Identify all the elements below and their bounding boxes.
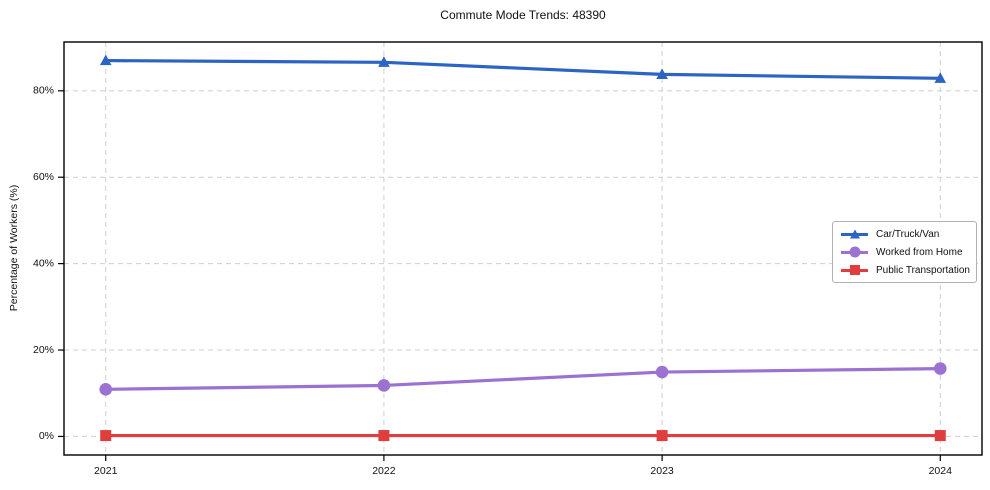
plot-border [63,41,983,456]
data-point [99,54,112,66]
legend-line-sample [841,246,868,258]
legend-label: Worked from Home [876,246,963,258]
series-worked-from-home [99,362,947,396]
legend-item-public-transportation: Public Transportation [841,263,970,277]
data-point [378,430,390,442]
data-point [933,362,947,375]
data-point [934,72,947,83]
data-point [655,365,669,379]
data-point [377,379,391,392]
chart-title: Commute Mode Trends: 48390 [440,8,606,22]
triangle-marker-icon [849,229,860,239]
legend-label: Car/Truck/Van [876,228,940,240]
data-point [100,430,112,442]
x-tick-label: 2021 [94,465,118,477]
x-tick-label: 2023 [650,465,674,477]
y-tick-label: 60% [33,171,54,183]
y-tick-label: 0% [39,430,54,442]
legend: Car/Truck/Van Worked from Home Public Tr… [832,221,977,283]
y-tick-label: 80% [33,85,54,97]
series-car-truck-van [99,54,947,83]
y-tick-label: 20% [33,344,54,356]
axis-ticks: 0% 20% 40% 60% 80% 2021 2022 2023 2024 [33,85,952,477]
legend-item-worked-from-home: Worked from Home [841,245,968,259]
legend-label: Public Transportation [876,264,970,276]
data-point [378,56,390,67]
data-point [656,430,668,442]
legend-item-car-truck-van: Car/Truck/Van [841,227,968,241]
legend-line-sample [841,229,868,239]
data-point [99,383,113,396]
series-public-transportation [100,430,946,442]
x-tick-label: 2024 [929,465,953,477]
data-point [934,430,946,442]
legend-line-sample [841,265,868,275]
x-tick-label: 2022 [372,465,396,477]
y-tick-label: 40% [33,257,54,269]
square-marker-icon [849,265,860,275]
circle-marker-icon [849,246,860,258]
data-point [656,68,668,80]
